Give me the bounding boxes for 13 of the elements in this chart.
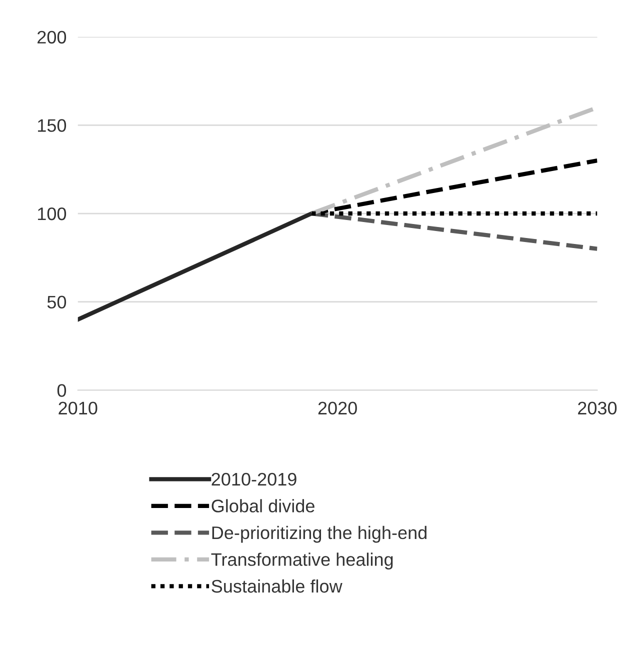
legend-label: De-prioritizing the high-end bbox=[212, 526, 426, 543]
y-tick-label: 150 bbox=[38, 119, 66, 132]
y-tick-label: 100 bbox=[38, 207, 66, 220]
y-tick-label: 0 bbox=[57, 384, 66, 397]
legend-label: Transformative healing bbox=[211, 552, 393, 570]
x-tick-label: 2010 bbox=[58, 402, 98, 415]
x-tick-label: 2020 bbox=[318, 402, 357, 415]
legend-label: 2010-2019 bbox=[212, 472, 296, 486]
y-tick-label: 200 bbox=[38, 30, 66, 44]
legend-label: Sustainable flow bbox=[212, 579, 342, 593]
legend-label: Global divide bbox=[212, 499, 314, 512]
y-tick-label: 50 bbox=[47, 296, 66, 309]
x-tick-label: 2030 bbox=[578, 402, 617, 415]
